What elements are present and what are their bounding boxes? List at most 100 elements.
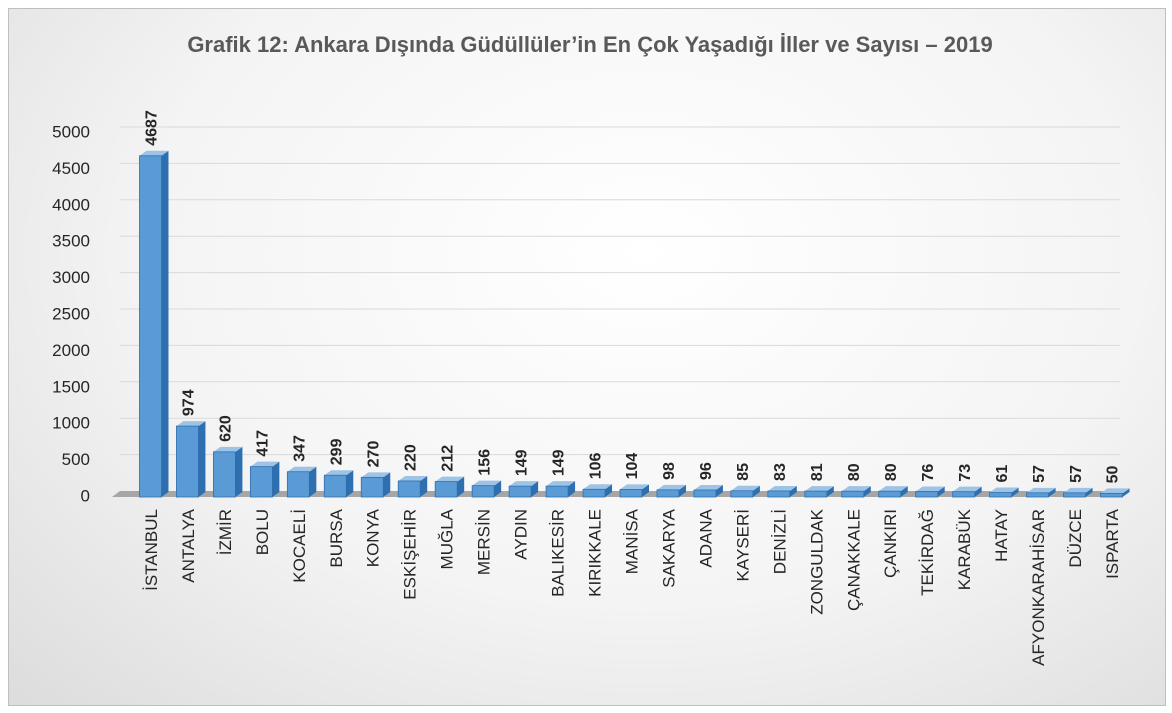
bar-top — [804, 486, 834, 492]
bar-side — [346, 470, 354, 497]
bar-top — [1026, 487, 1056, 493]
bar-front — [730, 490, 754, 498]
bar-top — [583, 484, 613, 490]
bar — [508, 481, 539, 498]
bar-top — [472, 480, 502, 486]
x-tick-label: KIRIKKALE — [586, 509, 605, 597]
y-tick-label: 500 — [62, 450, 90, 469]
bar-side — [826, 486, 834, 497]
bar-top — [546, 481, 576, 487]
bar-top — [989, 487, 1019, 493]
bar — [249, 461, 280, 498]
value-label: 299 — [329, 438, 346, 465]
x-tick-label: KARABÜK — [955, 508, 974, 590]
bar-front — [878, 490, 902, 498]
bar-top — [509, 481, 539, 487]
bar — [176, 421, 206, 498]
bar-front — [1063, 492, 1086, 498]
bar-top — [841, 486, 871, 492]
value-label: 417 — [255, 430, 272, 457]
x-tick-label: DÜZCE — [1066, 509, 1085, 568]
bar — [693, 485, 723, 498]
bar-top — [1063, 487, 1093, 493]
value-label: 270 — [365, 441, 382, 468]
bar-side — [752, 485, 760, 497]
x-tick-label: ZONGULDAK — [807, 508, 826, 614]
bar-side — [1011, 487, 1019, 497]
value-label: 85 — [735, 463, 752, 481]
value-label: 83 — [772, 463, 789, 481]
bar-top — [620, 484, 649, 490]
bar-front — [286, 471, 310, 498]
x-tick-label: BALIKESİR — [549, 509, 568, 597]
bar-top — [952, 486, 982, 492]
bar-front — [139, 155, 162, 498]
x-tick-label: ISPARTA — [1103, 508, 1122, 579]
bar — [1063, 487, 1093, 498]
bar-side — [789, 485, 797, 497]
bar-side — [1122, 488, 1130, 497]
bar-front — [1100, 492, 1123, 498]
value-label: 212 — [439, 445, 456, 472]
x-tick-label: İZMİR — [216, 509, 235, 555]
bar-front — [952, 491, 976, 498]
bar-side — [605, 484, 613, 497]
value-label: 80 — [846, 463, 863, 481]
x-tick-label: ADANA — [696, 508, 715, 567]
y-tick-label: 2500 — [52, 304, 90, 323]
bar-front — [841, 490, 865, 498]
bar-front — [471, 485, 495, 498]
y-tick-label: 2000 — [52, 341, 90, 360]
bar-side — [715, 485, 723, 497]
bar — [434, 476, 465, 498]
bar-side — [568, 481, 576, 497]
bar-front — [249, 466, 273, 498]
bar-top — [1100, 488, 1130, 494]
bar — [952, 486, 982, 498]
y-tick-label: 5000 — [52, 122, 90, 141]
value-label: 57 — [1068, 465, 1085, 483]
bar — [360, 472, 391, 498]
value-label: 50 — [1105, 465, 1122, 483]
bar — [878, 486, 908, 498]
bar-top — [213, 446, 243, 452]
y-tick-label: 1500 — [52, 377, 90, 396]
bar-front — [360, 476, 384, 498]
bar-side — [198, 421, 206, 497]
bar-top — [139, 150, 169, 156]
bar-side — [900, 486, 908, 497]
x-tick-label: ESKİŞEHİR — [401, 509, 420, 600]
bar-front — [434, 481, 458, 498]
x-tick-label: ANTALYA — [179, 508, 198, 582]
value-label: 98 — [661, 462, 678, 480]
bar — [471, 480, 502, 498]
value-label: 149 — [513, 449, 530, 476]
bar-top — [287, 466, 317, 472]
bar-front — [656, 489, 680, 498]
x-tick-label: ÇANKIRI — [881, 509, 900, 578]
bar — [323, 470, 354, 498]
x-tick-label: BURSA — [327, 508, 346, 567]
bar — [989, 487, 1019, 498]
bar — [619, 484, 649, 498]
value-label: 81 — [809, 463, 826, 481]
bar — [213, 446, 243, 498]
x-tick-label: ÇANAKKALE — [844, 509, 863, 611]
value-label: 220 — [402, 444, 419, 471]
bar-side — [235, 446, 243, 497]
y-tick-label: 4500 — [52, 159, 90, 178]
value-label: 974 — [181, 389, 198, 416]
bar-side — [974, 486, 982, 497]
bar — [139, 150, 169, 498]
bar-side — [420, 475, 428, 497]
value-label: 96 — [698, 462, 715, 480]
bar — [730, 485, 760, 498]
bar-top — [250, 461, 280, 467]
y-tick-label: 3500 — [52, 232, 90, 251]
value-label: 76 — [920, 464, 937, 482]
value-label: 80 — [883, 463, 900, 481]
bar-side — [1048, 487, 1056, 497]
bar-side — [642, 484, 649, 497]
x-tick-label: KAYSERİ — [733, 509, 752, 581]
